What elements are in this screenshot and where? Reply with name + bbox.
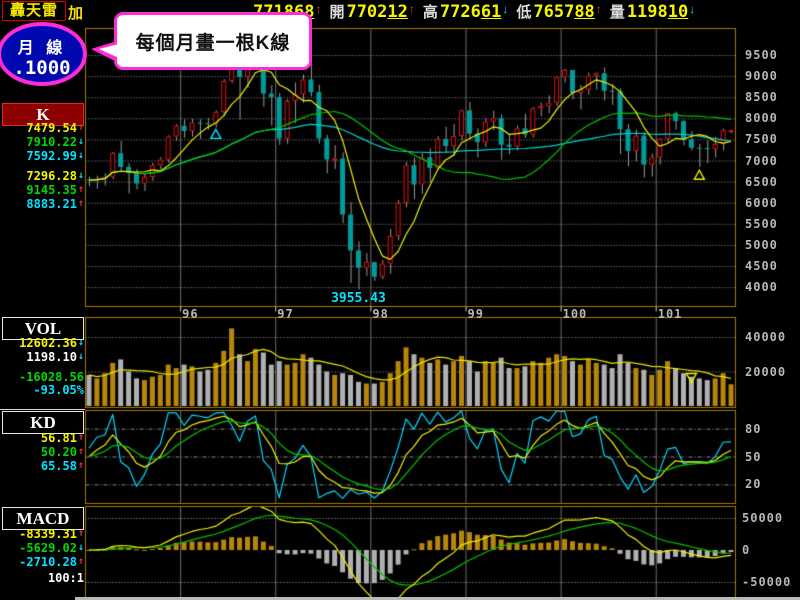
quote-value-1: 772661 — [439, 2, 502, 22]
mode-badge-line2: .1000 — [13, 57, 71, 79]
quote-label-2: 低 — [516, 4, 532, 21]
down-arrow-icon: ↓ — [77, 351, 84, 362]
indicator-value: -5629.02↓ — [19, 541, 84, 555]
x-axis-year-label: 99 — [467, 307, 484, 321]
up-arrow-icon: ↑ — [77, 446, 84, 457]
panel-values-kd: 56.81↑ 50.20↑ 65.58↑ — [0, 432, 84, 474]
up-arrow-icon: ↑ — [408, 2, 415, 16]
kd-y-tick: 80 — [745, 421, 762, 436]
indicator-value: 7296.28↓ — [26, 169, 84, 183]
indicator-value: 8883.21↑ — [26, 197, 84, 211]
tooltip-tail-icon — [99, 44, 119, 58]
main-y-tick: 8000 — [745, 111, 778, 126]
up-arrow-icon: ↑ — [315, 2, 322, 16]
main-y-tick: 5000 — [745, 237, 778, 252]
indicator-value: 65.58↑ — [40, 459, 84, 473]
panel-values-k: 7479.54↑ 7910.22↓ 7592.99↓ 7296.28↓ 9145.35↑… — [0, 122, 84, 212]
main-y-tick: 9000 — [745, 69, 778, 84]
x-axis-year-label: 97 — [277, 307, 294, 321]
brand-suffix: 加 — [68, 5, 84, 22]
up-arrow-icon: ↑ — [77, 184, 84, 195]
down-arrow-icon: ↓ — [689, 2, 696, 16]
mode-badge-line1: 月 線 — [17, 40, 67, 57]
main-y-tick: 4000 — [745, 280, 778, 295]
quote-bar: 轟天雷 加 771868↑開770212↑高772661↓低765788↑量11… — [0, 0, 800, 22]
indicator-value: 7479.54↑ — [26, 121, 84, 135]
up-arrow-icon: ↑ — [77, 432, 84, 443]
down-arrow-icon: ↓ — [77, 136, 84, 147]
up-arrow-icon: ↑ — [77, 198, 84, 209]
indicator-value: 7910.22↓ — [26, 135, 84, 149]
up-arrow-icon: ↑ — [77, 556, 84, 567]
left-column-divider — [0, 409, 85, 410]
up-arrow-icon: ↑ — [77, 460, 84, 471]
indicator-value: -93.05% — [33, 383, 84, 397]
tooltip-text: 每個月畫一根K線 — [135, 32, 291, 54]
vol-y-tick: 40000 — [745, 330, 787, 344]
down-arrow-icon: ↓ — [77, 170, 84, 181]
brand-box: 轟天雷 — [2, 1, 66, 21]
down-arrow-icon: ↓ — [77, 337, 84, 348]
main-y-tick: 6500 — [745, 174, 778, 189]
macd-y-tick: -50000 — [742, 575, 792, 589]
main-y-tick: 6000 — [745, 195, 778, 210]
indicator-value: 12602.36↓ — [19, 336, 84, 350]
x-axis-year-label: 100 — [562, 307, 588, 321]
panel-header-k[interactable]: K — [2, 103, 84, 126]
panel-values-macd: -8339.31↑ -5629.02↓ -2710.28↑ — [0, 528, 84, 570]
x-axis-year-label: 96 — [182, 307, 199, 321]
x-axis-year-label: 98 — [372, 307, 389, 321]
macd-y-tick: 50000 — [742, 511, 784, 525]
down-arrow-icon: ↓ — [77, 542, 84, 553]
mode-badge: 月 線 .1000 — [0, 22, 87, 86]
down-arrow-icon: ↓ — [77, 150, 84, 161]
indicator-value: 56.81↑ — [40, 431, 84, 445]
quote-value-3: 119810 — [626, 2, 689, 22]
up-arrow-icon: ↑ — [77, 528, 84, 539]
kd-y-tick: 50 — [745, 449, 762, 464]
main-y-tick: 4500 — [745, 259, 778, 273]
quote-value-2: 765788 — [533, 2, 595, 22]
indicator-value: -2710.28↑ — [19, 555, 84, 569]
bottom-edge-strip — [75, 597, 800, 600]
low-annotation: 3955.43 — [331, 291, 386, 306]
indicator-value: -8339.31↑ — [19, 527, 84, 541]
down-arrow-icon: ↓ — [502, 2, 509, 16]
main-y-tick: 7000 — [745, 153, 778, 168]
quote-label-3: 量 — [609, 4, 625, 21]
indicator-value: -16028.56 — [18, 370, 84, 384]
indicator-value: 9145.35↑ — [26, 183, 84, 197]
main-y-tick: 7500 — [745, 132, 778, 147]
kd-y-tick: 20 — [745, 477, 762, 492]
up-arrow-icon: ↑ — [595, 2, 602, 16]
panel-header-kd[interactable]: KD — [2, 411, 84, 434]
indicator-value: 50.20↑ — [40, 445, 84, 459]
up-arrow-icon: ↑ — [77, 122, 84, 133]
macd-y-tick: 0 — [742, 543, 751, 557]
main-y-tick: 5500 — [745, 216, 778, 231]
quote-label-0: 開 — [329, 4, 345, 21]
vol-y-tick: 20000 — [745, 364, 787, 379]
tooltip-bubble: 每個月畫一根K線 — [91, 12, 312, 70]
main-y-tick: 8500 — [745, 90, 778, 105]
panel-values-vol: 12602.36↓ 1198.10↓ -16028.56 -93.05% — [0, 337, 84, 397]
quote-value-0: 770212 — [346, 2, 408, 22]
indicator-value: 7592.99↓ — [26, 149, 84, 163]
quote-label-1: 高 — [422, 4, 438, 21]
panel-header-vol[interactable]: VOL — [2, 317, 84, 340]
scale-note: 100:1 — [47, 571, 84, 585]
panel-header-macd[interactable]: MACD — [2, 507, 84, 530]
main-y-tick: 9500 — [745, 48, 778, 62]
indicator-value: 1198.10↓ — [26, 350, 84, 364]
x-axis-year-label: 101 — [657, 307, 683, 321]
